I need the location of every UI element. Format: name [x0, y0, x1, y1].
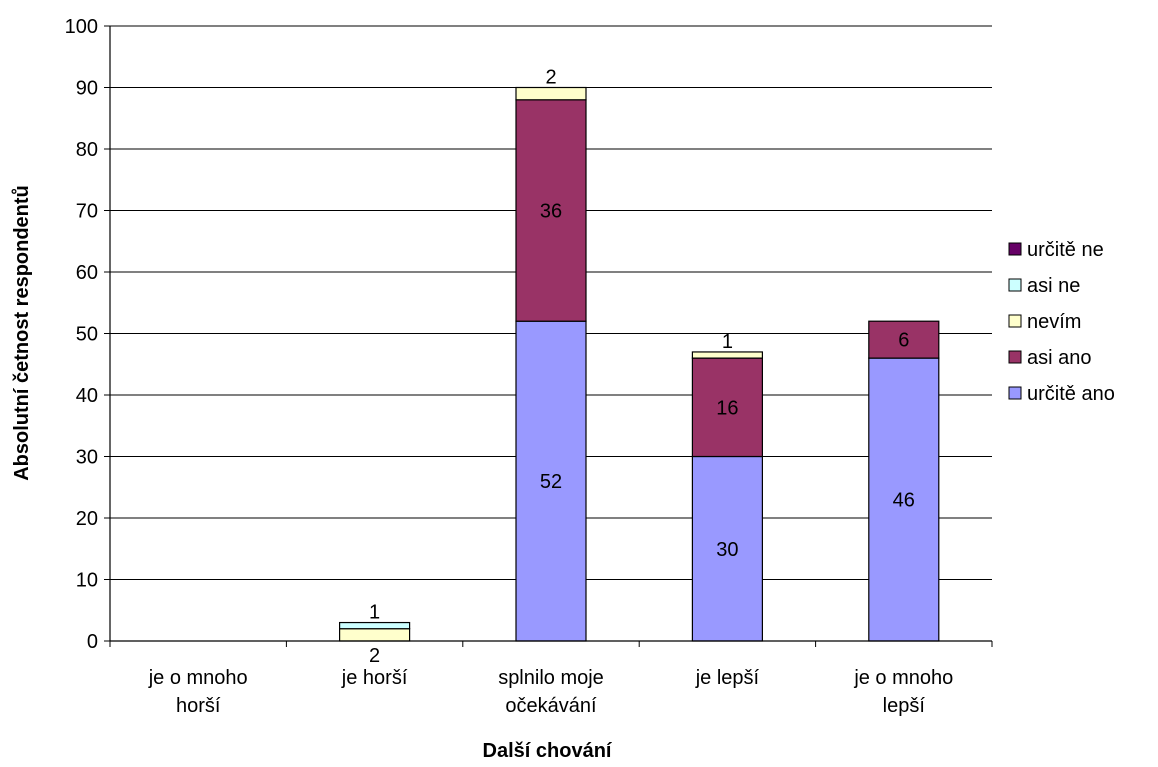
- x-tick-label: očekávání: [505, 695, 597, 717]
- x-tick-label: je lepší: [695, 667, 760, 689]
- data-label: 6: [898, 330, 909, 352]
- y-tick-label: 60: [76, 262, 98, 284]
- data-label: 2: [545, 67, 556, 89]
- x-tick-label: horší: [176, 695, 221, 717]
- y-tick-label: 0: [87, 631, 98, 653]
- bar-segment: [515, 99, 587, 322]
- data-label: 2: [369, 645, 380, 667]
- y-axis-title: Absolutní četnost respondentů: [11, 185, 33, 481]
- data-label: 36: [540, 201, 562, 223]
- y-tick-label: 10: [76, 570, 98, 592]
- y-tick-label: 90: [76, 78, 98, 100]
- legend-swatch: [1008, 314, 1022, 328]
- data-label: 1: [369, 602, 380, 624]
- legend: určitě ne asi ne nevím asi ano určitě ano: [1008, 239, 1115, 405]
- bar-segment: [515, 320, 587, 642]
- x-tick-label: splnilo moje: [498, 667, 604, 689]
- x-tick-label: je o mnoho: [853, 667, 953, 689]
- legend-label: asi ano: [1027, 347, 1092, 369]
- legend-label: určitě ne: [1027, 239, 1104, 261]
- bar-segment: [339, 628, 411, 642]
- legend-swatch: [1008, 350, 1022, 364]
- legend-swatch: [1008, 242, 1022, 256]
- legend-label: nevím: [1027, 311, 1081, 333]
- axes: [104, 25, 993, 647]
- y-tick-label: 70: [76, 201, 98, 223]
- y-tick-label: 30: [76, 447, 98, 469]
- data-labels: 2 1 52 36 2 30 16 1 46 6: [369, 67, 915, 668]
- data-label: 16: [716, 397, 738, 419]
- x-tick-label: je o mnoho: [148, 667, 248, 689]
- y-tick-label: 50: [76, 324, 98, 346]
- bar-segment: [868, 320, 940, 359]
- data-label: 1: [722, 331, 733, 353]
- y-tick-label: 20: [76, 508, 98, 530]
- data-label: 30: [716, 539, 738, 561]
- y-tick-label: 40: [76, 385, 98, 407]
- x-axis-title: Další chování: [483, 740, 613, 762]
- bar-segment: [691, 351, 764, 359]
- legend-label: asi ne: [1027, 275, 1080, 297]
- legend-label: určitě ano: [1027, 383, 1115, 405]
- x-tick-label: je horší: [341, 667, 408, 689]
- bar-segment: [691, 357, 764, 458]
- bars: [339, 86, 940, 642]
- x-tick-label: lepší: [883, 695, 926, 717]
- y-tick-label: 80: [76, 139, 98, 161]
- legend-swatch: [1008, 278, 1022, 292]
- legend-swatch: [1008, 386, 1022, 400]
- bar-segment: [339, 621, 411, 630]
- y-tick-label: 100: [65, 16, 98, 38]
- data-label: 46: [893, 490, 915, 512]
- x-tick-labels: je o mnoho horší je horší splnilo moje očeká…: [148, 667, 954, 717]
- bar-segment: [868, 357, 940, 642]
- bar-segment: [515, 86, 587, 101]
- data-label: 52: [540, 471, 562, 493]
- y-tick-labels: 0 10 20 30 40 50 60 70 80 90 100: [65, 16, 98, 653]
